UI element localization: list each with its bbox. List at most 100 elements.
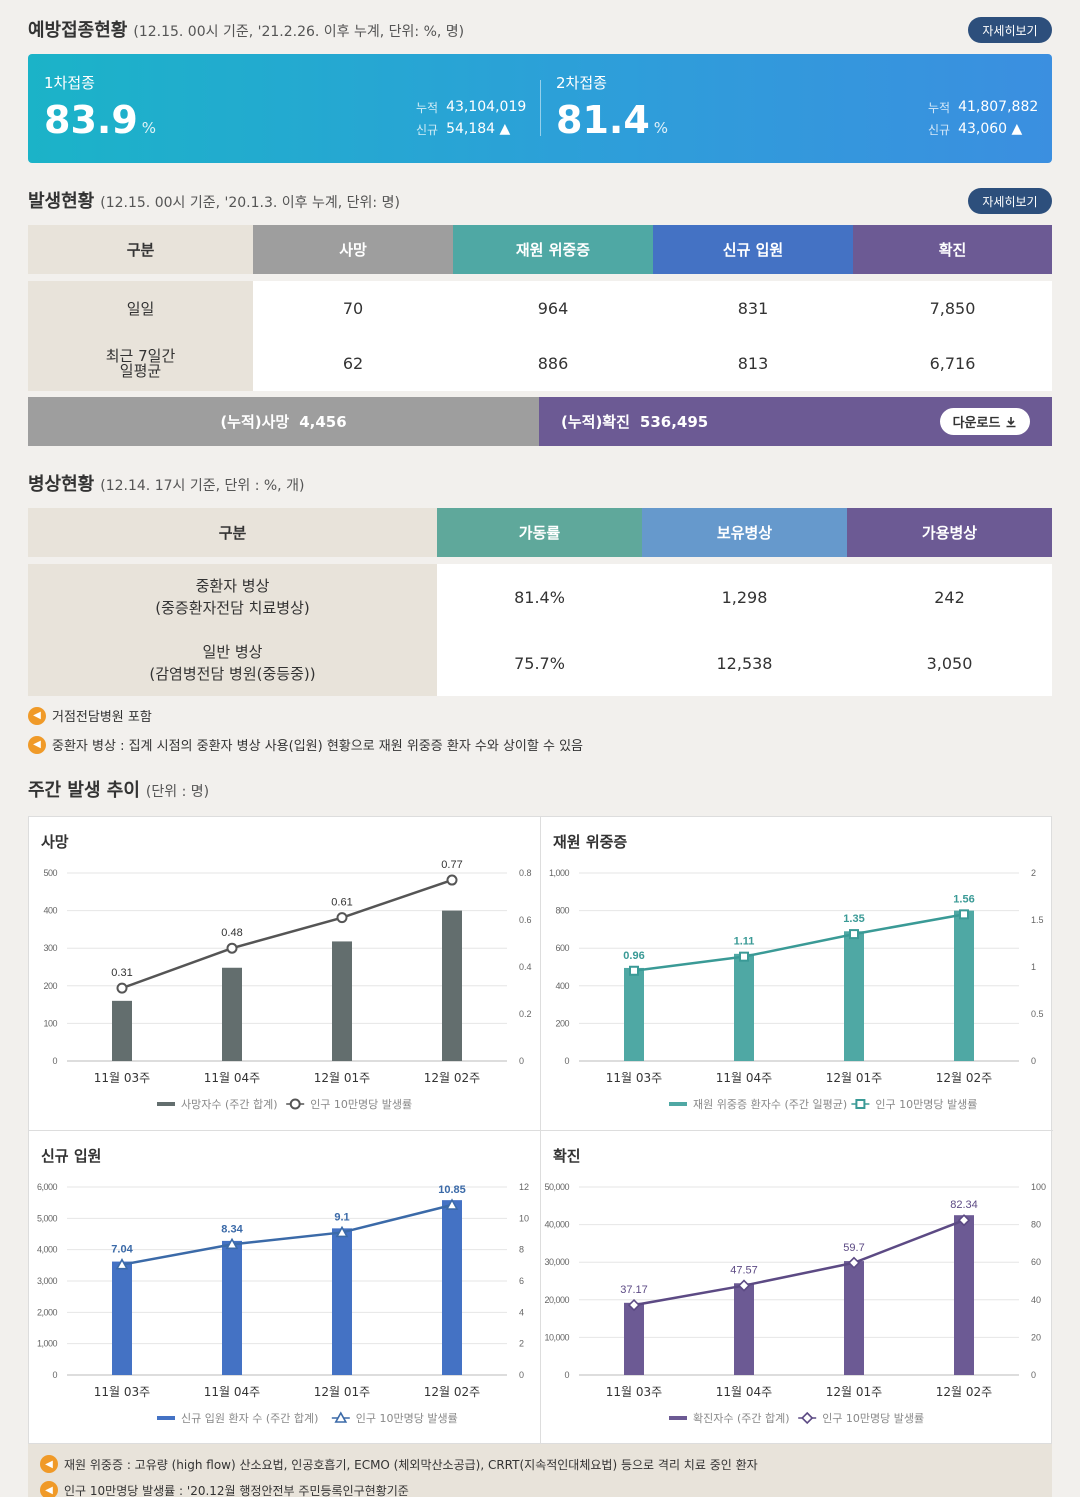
x-tick-label: 11월 03주	[94, 1071, 150, 1085]
y-tick-right: 4	[519, 1307, 524, 1317]
outbreak-title: 발생현황	[28, 191, 95, 212]
x-tick-label: 11월 04주	[716, 1071, 772, 1085]
data-label: 47.57	[730, 1265, 758, 1277]
data-label: 0.96	[623, 950, 644, 962]
table-row: 중환자 병상 (중증환자전담 치료병상) 81.4% 1,298 242	[28, 564, 1052, 630]
line-point	[855, 1099, 866, 1109]
avg-critical: 886	[453, 336, 653, 391]
y-tick-left: 1,000	[549, 868, 570, 878]
y-tick-left: 0	[564, 1056, 569, 1066]
y-tick-left: 400	[555, 981, 569, 991]
line-point	[957, 1214, 971, 1227]
outbreak-header-row: 구분 사망 재원 위중증 신규 입원 확진	[28, 225, 1052, 274]
legend-swatch-bar	[157, 1102, 175, 1106]
chart-svg-death: 0 100 200 300 400 500 0 0.2 0.4 0.6 0.8 11월 03주 11월 …	[43, 859, 532, 1111]
chart-death: 사망 0 100 200 300 400 500 0 0.2 0.4 0.6 0.8 11월 03주 1…	[29, 817, 541, 1131]
data-label: 0.31	[111, 967, 132, 979]
legend-label: 인구 10만명당 발생률	[310, 1098, 412, 1111]
y-tick-left: 800	[555, 906, 569, 916]
row-label-general: 일반 병상 (감염병전담 병원(중등중))	[28, 630, 437, 696]
y-tick-left: 4,000	[37, 1245, 58, 1255]
x-tick-label: 11월 03주	[606, 1385, 662, 1399]
outbreak-more-button[interactable]: 자세히보기	[968, 188, 1052, 214]
footer-note-2: ◀ 인구 10만명당 발생률 : '20.12월 행정안전부 주민등록인구현황기…	[40, 1481, 409, 1497]
first-dose-rate: 83.9%	[44, 98, 157, 142]
y-tick-left: 20,000	[544, 1295, 569, 1305]
first-dose-block: 1차접종 83.9% 누적 43,104,019 신규 54,184 ▲	[28, 54, 540, 163]
line-point	[289, 1098, 301, 1110]
first-dose-new: 신규 54,184 ▲	[416, 121, 511, 137]
x-tick-label: 11월 04주	[204, 1385, 260, 1399]
outbreak-header-category: 구분	[28, 225, 253, 274]
outbreak-table: 구분 사망 재원 위중증 신규 입원 확진 일일 70 964 831 7,85…	[28, 225, 1052, 391]
outbreak-subtitle: (12.15. 00시 기준, '20.1.3. 이후 누계, 단위: 명)	[100, 195, 400, 211]
speaker-icon: ◀	[28, 735, 46, 754]
line-point	[446, 874, 458, 886]
line-point	[801, 1411, 814, 1425]
y-tick-right: 2	[519, 1339, 524, 1349]
x-tick-label: 12월 02주	[936, 1385, 992, 1399]
line-point	[335, 1225, 349, 1238]
avg-death: 62	[253, 336, 453, 391]
data-label: 59.7	[843, 1242, 864, 1254]
bar	[954, 1215, 974, 1375]
line-point	[445, 1198, 459, 1210]
bar	[222, 967, 242, 1061]
beds-header-category: 구분	[28, 508, 437, 557]
line-point	[225, 1237, 239, 1250]
y-tick-left: 100	[43, 1018, 57, 1028]
beds-note-1: ◀ 거점전담병원 포함	[28, 706, 152, 725]
general-occupancy: 75.7%	[437, 630, 642, 696]
legend-label: 인구 10만명당 발생률	[822, 1412, 924, 1425]
outbreak-header-confirmed: 확진	[853, 225, 1052, 274]
cumulative-bar: (누적)사망 4,456 (누적)확진 536,495 다운로드	[28, 397, 1052, 446]
legend-label: 확진자수 (주간 합계)	[693, 1412, 790, 1425]
download-label: 다운로드	[952, 416, 1001, 431]
vaccination-more-button[interactable]: 자세히보기	[968, 17, 1052, 43]
y-tick-left: 200	[555, 1018, 569, 1028]
data-label: 82.34	[950, 1199, 978, 1211]
y-tick-left: 40,000	[544, 1220, 569, 1230]
avg-admission: 813	[653, 336, 853, 391]
y-tick-right: 0	[519, 1056, 524, 1066]
bar	[332, 941, 352, 1061]
y-tick-left: 300	[43, 943, 57, 953]
beds-header-occupancy: 가동률	[437, 508, 642, 557]
series-line	[121, 1203, 453, 1266]
y-tick-left: 0	[52, 1370, 57, 1380]
line-point	[627, 1298, 641, 1312]
y-tick-right: 80	[1031, 1220, 1041, 1230]
daily-admission: 831	[653, 281, 853, 336]
beds-note-2: ◀ 중환자 병상 : 집계 시점의 중환자 병상 사용(입원) 현황으로 재원 …	[28, 735, 583, 754]
vaccination-header: 예방접종현황 (12.15. 00시 기준, '21.2.26. 이후 누계, …	[28, 16, 464, 42]
data-label: 1.56	[953, 893, 974, 905]
y-tick-right: 40	[1031, 1295, 1041, 1305]
line-point	[739, 951, 749, 962]
y-tick-left: 2,000	[37, 1307, 58, 1317]
beds-table: 구분 가동률 보유병상 가용병상 중환자 병상 (중증환자전담 치료병상) 81.…	[28, 508, 1052, 696]
bar	[222, 1240, 242, 1375]
data-label: 7.04	[111, 1244, 133, 1256]
chart-divider-vertical	[540, 817, 541, 1445]
cumulative-confirmed-value: 536,495	[639, 412, 709, 431]
download-button[interactable]: 다운로드	[940, 408, 1030, 435]
x-tick-label: 11월 03주	[94, 1385, 150, 1399]
daily-death: 70	[253, 281, 453, 336]
legend-swatch-bar	[669, 1416, 687, 1420]
data-label: 8.34	[221, 1223, 243, 1235]
legend-label: 인구 10만명당 발생률	[875, 1098, 977, 1111]
data-label: 1.35	[843, 913, 864, 925]
vaccination-divider	[540, 80, 541, 136]
bar	[442, 910, 462, 1061]
legend-label: 사망자수 (주간 합계)	[181, 1098, 278, 1111]
y-tick-left: 0	[564, 1370, 569, 1380]
x-tick-label: 11월 03주	[606, 1071, 662, 1085]
second-dose-rate: 81.4%	[556, 98, 669, 142]
download-icon	[1006, 416, 1016, 427]
chart-svg-critical: 0 200 400 600 800 1,000 0 0.5 1 1.5 2 11월 03주 11월 04…	[549, 868, 1044, 1111]
bar	[112, 1261, 132, 1375]
data-label: 0.48	[221, 927, 242, 939]
y-tick-left: 400	[43, 906, 57, 916]
y-tick-right: 0.2	[519, 1009, 532, 1019]
data-label: 10.85	[438, 1184, 466, 1196]
